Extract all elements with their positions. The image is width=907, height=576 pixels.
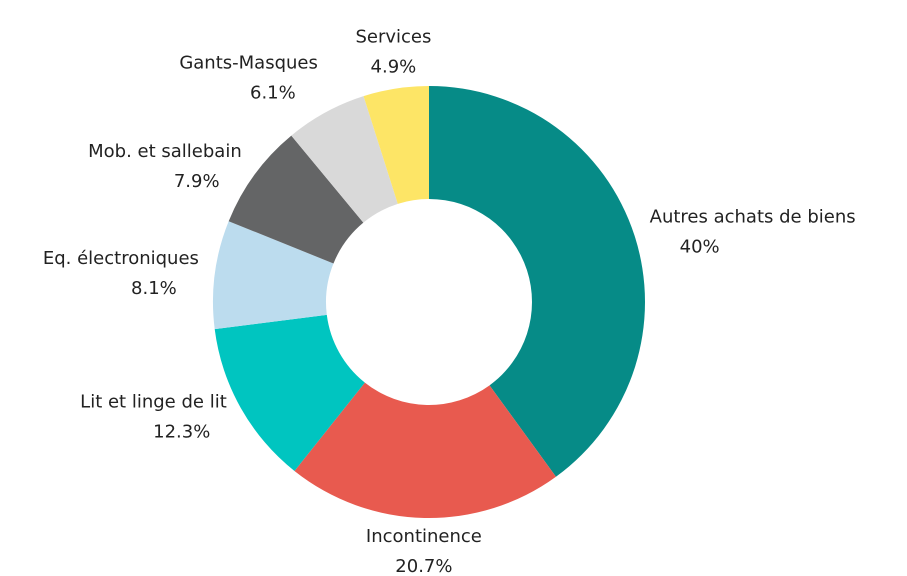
slice-value-label: 4.9% [371, 57, 417, 78]
slice-value-label: 6.1% [250, 82, 296, 103]
donut-slice [214, 314, 365, 471]
slice-value-label: 7.9% [174, 171, 220, 192]
donut-slice [363, 86, 429, 204]
slice-label: Autres achats de biens [650, 206, 856, 227]
slice-value-label: 20.7% [395, 556, 452, 576]
donut-slice [294, 382, 556, 518]
slice-label: Services [355, 27, 431, 48]
slice-value-label: 12.3% [153, 422, 210, 443]
slice-label: Eq. électroniques [43, 248, 199, 269]
slice-label: Gants-Masques [179, 52, 318, 73]
slice-value-label: 40% [680, 236, 720, 257]
slice-label: Lit et linge de lit [80, 392, 227, 413]
donut-slice [213, 221, 334, 330]
slice-label: Incontinence [366, 526, 482, 547]
slice-label: Mob. et sallebain [88, 141, 242, 162]
donut-slice [291, 96, 398, 223]
slice-value-label: 8.1% [131, 278, 177, 299]
donut-slice [228, 135, 364, 264]
donut-slice [429, 86, 645, 477]
